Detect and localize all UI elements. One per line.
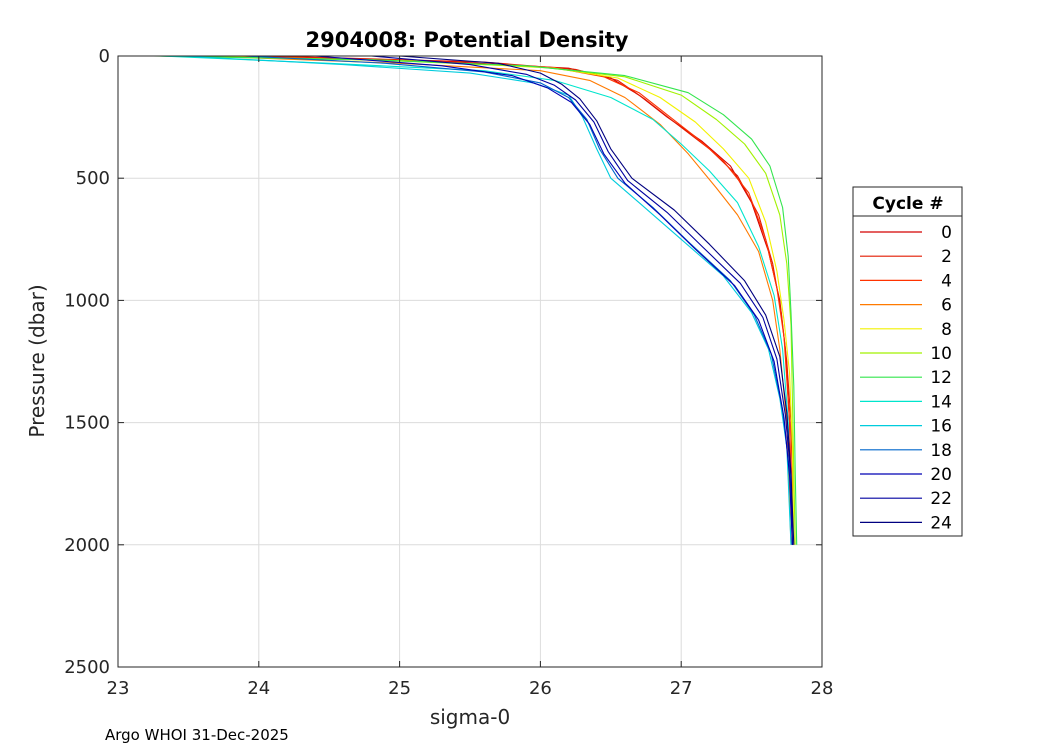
x-tick-label: 26 (529, 678, 552, 699)
series-layer (153, 55, 798, 545)
x-tick-label: 23 (107, 678, 130, 699)
y-tick-label: 0 (99, 46, 110, 67)
series-line-cycle-16 (181, 55, 792, 545)
series-line-cycle-22 (371, 55, 793, 545)
legend-label-4: 4 (941, 271, 952, 291)
x-tick-label: 28 (811, 678, 834, 699)
y-axis-ticks: 0 500 1000 1500 2000 2500 (64, 46, 822, 678)
legend-label-24: 24 (930, 513, 952, 533)
y-tick-label: 2500 (64, 657, 110, 678)
plot-frame (117, 55, 823, 668)
legend-label-6: 6 (941, 296, 952, 316)
legend-label-12: 12 (930, 368, 952, 388)
plot-area (118, 56, 822, 667)
legend-title: Cycle # (872, 194, 943, 214)
x-tick-label: 27 (670, 678, 693, 699)
series-line-cycle-20 (315, 55, 793, 545)
legend-label-8: 8 (941, 320, 952, 340)
series-line-cycle-12 (153, 55, 798, 545)
x-tick-label: 25 (388, 678, 411, 699)
chart-title: 2904008: Potential Density (305, 28, 628, 52)
legend-label-10: 10 (930, 344, 952, 364)
legend-label-2: 2 (941, 247, 952, 267)
footer-credit: Argo WHOI 31-Dec-2025 (105, 726, 289, 744)
legend-label-20: 20 (930, 465, 952, 485)
x-axis-ticks: 23 24 25 26 27 28 (107, 56, 834, 699)
legend-label-14: 14 (930, 392, 952, 412)
grid-lines (118, 56, 822, 667)
y-tick-label: 1500 (64, 413, 110, 434)
y-axis-label: Pressure (dbar) (25, 284, 49, 437)
legend-box (852, 186, 963, 537)
legend-label-22: 22 (930, 489, 952, 509)
legend-label-16: 16 (930, 417, 952, 437)
series-line-cycle-14 (160, 55, 793, 545)
series-line-cycle-6 (202, 55, 792, 545)
x-axis-label: sigma-0 (430, 705, 510, 729)
x-tick-label: 24 (247, 678, 270, 699)
y-tick-label: 1000 (64, 290, 110, 311)
series-line-cycle-24 (399, 55, 795, 545)
y-tick-label: 2000 (64, 535, 110, 556)
y-tick-label: 500 (76, 168, 110, 189)
legend-label-0: 0 (941, 223, 952, 243)
legend-label-18: 18 (930, 441, 952, 461)
